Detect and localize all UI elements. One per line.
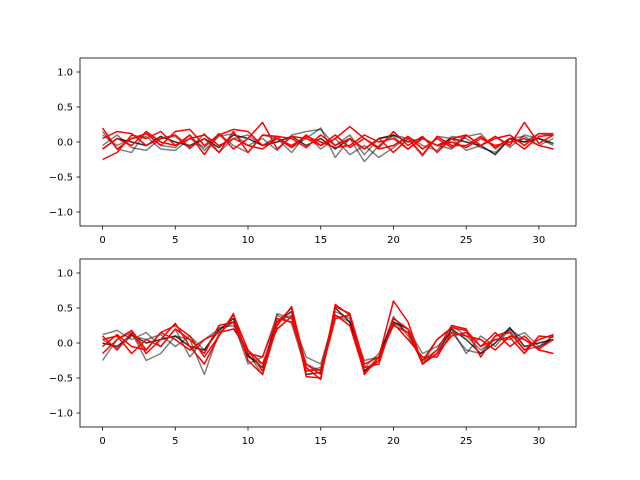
x-tick-label: 30: [533, 235, 546, 246]
x-tick-label: 15: [314, 436, 327, 447]
x-tick-label: 5: [172, 235, 178, 246]
series-line-7: [102, 314, 554, 376]
x-tick-label: 15: [314, 235, 327, 246]
y-tick-label: −1.0: [49, 208, 73, 219]
y-tick-label: 0.0: [57, 339, 73, 350]
y-tick-label: −0.5: [49, 173, 73, 184]
series-line-8: [102, 314, 554, 374]
series-line-8: [102, 130, 554, 150]
x-tick-label: 5: [172, 436, 178, 447]
top-subplot: 0 5 10 15 20 25 30 −1.0 −0.5 0.0 0.5 1.0: [49, 57, 577, 246]
x-tick-label: 25: [460, 436, 473, 447]
x-tick-label: 25: [460, 235, 473, 246]
series-line-1: [101, 128, 554, 156]
x-tick-label: 10: [242, 235, 255, 246]
x-tick-label: 20: [387, 235, 400, 246]
y-tick-label: 1.0: [57, 68, 73, 79]
x-tick-label: 0: [99, 235, 105, 246]
y-tick-label: 0.0: [57, 138, 73, 149]
y-tick-label: 0.5: [57, 103, 73, 114]
x-tick-label: 30: [533, 436, 546, 447]
series-line-4: [102, 134, 554, 156]
series-line-7: [102, 130, 554, 156]
x-tick-label: 20: [387, 436, 400, 447]
y-tick-label: −1.0: [49, 409, 73, 420]
x-tick-label: 10: [242, 436, 255, 447]
y-tick-label: 1.0: [57, 269, 73, 280]
y-tick-label: −0.5: [49, 374, 73, 385]
x-tick-label: 0: [99, 436, 105, 447]
bottom-subplot: 0 5 10 15 20 25 30 −1.0 −0.5 0.0 0.5 1.0: [49, 258, 577, 447]
y-tick-label: 0.5: [57, 304, 73, 315]
